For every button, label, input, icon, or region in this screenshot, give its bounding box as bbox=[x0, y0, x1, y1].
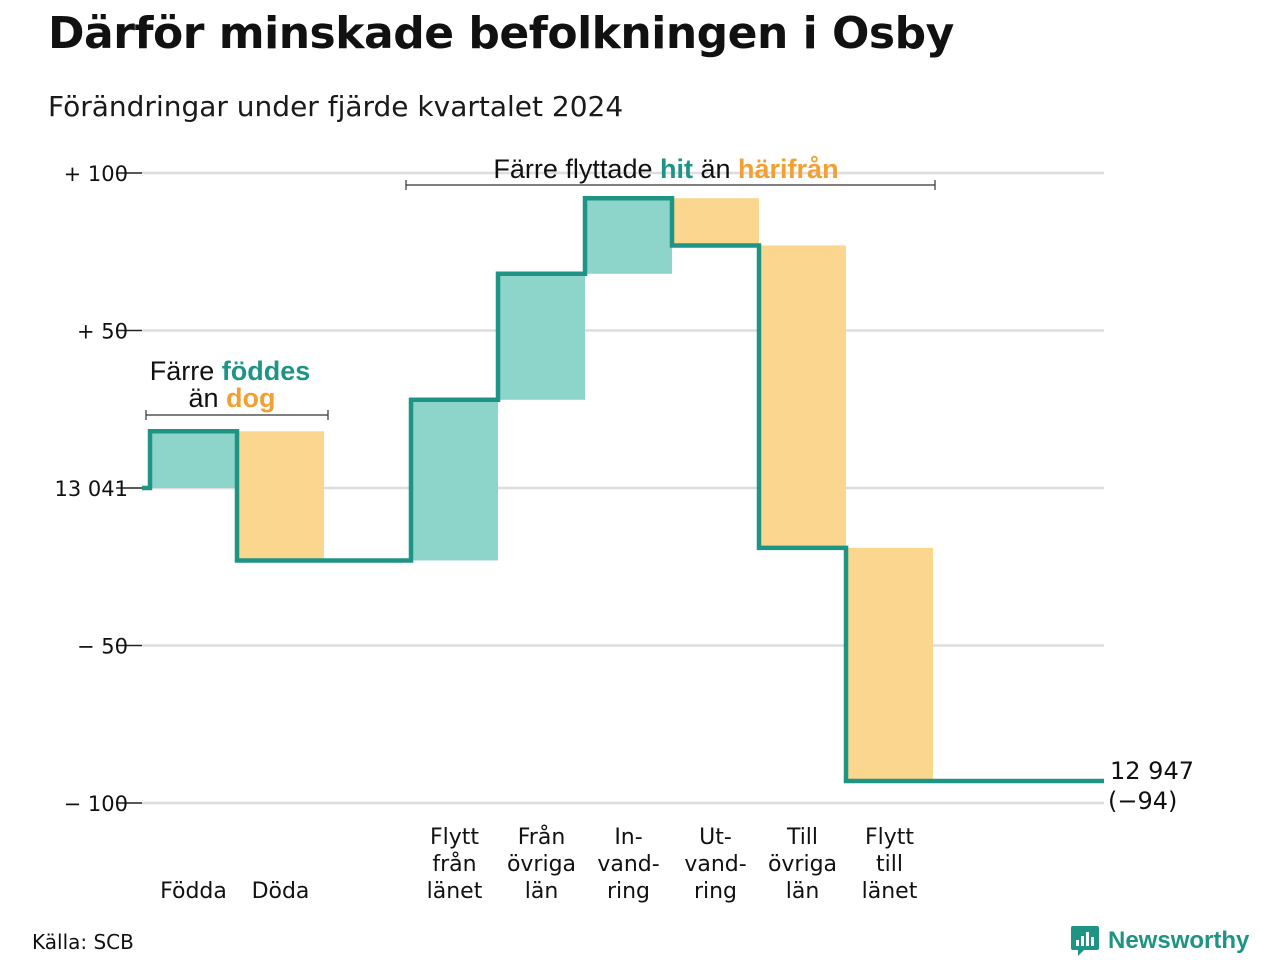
annotation-text: föddes bbox=[222, 356, 311, 386]
waterfall-bar bbox=[150, 431, 237, 488]
category-label: In- bbox=[614, 825, 642, 850]
category-label: ring bbox=[607, 879, 650, 904]
y-tick-label: − 100 bbox=[64, 792, 128, 816]
waterfall-bar bbox=[846, 547, 933, 781]
waterfall-bar bbox=[237, 431, 324, 561]
category-label: Flytt bbox=[430, 825, 479, 850]
waterfall-bar bbox=[759, 245, 846, 548]
annotation-text: Färre bbox=[150, 356, 222, 386]
annotation-text: dog bbox=[226, 383, 275, 413]
category-label: Döda bbox=[252, 879, 310, 904]
end-value-label: 12 947 bbox=[1110, 757, 1194, 785]
category-label: Födda bbox=[160, 879, 227, 904]
category-label: Från bbox=[518, 824, 566, 850]
births-annotation-line2: än dog bbox=[188, 383, 275, 413]
category-label: län bbox=[786, 879, 820, 904]
y-tick-label: − 50 bbox=[77, 635, 128, 659]
annotation-text: än bbox=[188, 383, 226, 413]
y-tick-label: + 50 bbox=[77, 320, 128, 344]
category-label: till bbox=[876, 852, 903, 877]
annotation-text: hit bbox=[660, 154, 693, 184]
waterfall-bar bbox=[498, 273, 585, 400]
newsworthy-logo-icon bbox=[1071, 926, 1099, 956]
category-label: Flytt bbox=[865, 825, 914, 850]
category-label: övriga bbox=[768, 852, 837, 877]
category-label: län bbox=[525, 879, 559, 904]
category-label: vand- bbox=[684, 852, 746, 877]
y-tick-label: 13 041 bbox=[55, 477, 128, 501]
births-annotation-line1: Färre föddes bbox=[150, 356, 311, 386]
annotation-text: härifrån bbox=[738, 154, 839, 184]
category-label: Ut- bbox=[699, 825, 732, 850]
category-label: länet bbox=[427, 879, 483, 904]
waterfall-bar bbox=[672, 198, 759, 246]
annotation-text: Färre flyttade bbox=[493, 154, 660, 184]
brand[interactable]: Newsworthy bbox=[1070, 924, 1249, 958]
y-tick-label: + 100 bbox=[64, 162, 128, 186]
annotation-text: än bbox=[693, 154, 738, 184]
category-label: Till bbox=[786, 825, 818, 850]
chart-title: Därför minskade befolkningen i Osby bbox=[48, 8, 954, 59]
waterfall-bar bbox=[585, 198, 672, 274]
waterfall-bar bbox=[411, 399, 498, 561]
category-label: vand- bbox=[597, 852, 659, 877]
category-label: länet bbox=[862, 879, 918, 904]
chart-subtitle: Förändringar under fjärde kvartalet 2024 bbox=[48, 90, 624, 123]
category-label: från bbox=[432, 851, 476, 877]
cumulative-step-line bbox=[142, 195, 1104, 784]
category-label: övriga bbox=[507, 852, 576, 877]
migration-annotation: Färre flyttade hit än härifrån bbox=[493, 154, 838, 184]
end-change-label: (−94) bbox=[1108, 787, 1177, 815]
category-label: ring bbox=[694, 879, 737, 904]
brand-name: Newsworthy bbox=[1108, 927, 1250, 954]
source-note: Källa: SCB bbox=[32, 930, 134, 954]
